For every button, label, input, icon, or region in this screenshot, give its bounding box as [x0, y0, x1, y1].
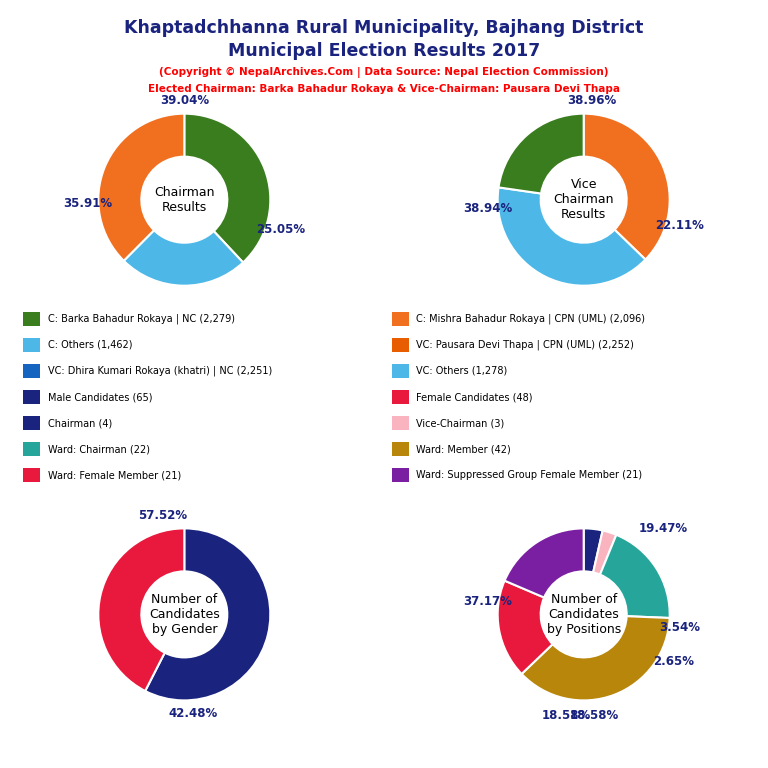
Wedge shape	[593, 531, 617, 574]
Text: (Copyright © NepalArchives.Com | Data Source: Nepal Election Commission): (Copyright © NepalArchives.Com | Data So…	[159, 67, 609, 78]
Text: 18.58%: 18.58%	[542, 710, 591, 723]
Text: VC: Pausara Devi Thapa | CPN (UML) (2,252): VC: Pausara Devi Thapa | CPN (UML) (2,25…	[416, 339, 634, 350]
Wedge shape	[498, 581, 553, 674]
Text: 2.65%: 2.65%	[654, 655, 694, 668]
Text: 22.11%: 22.11%	[656, 219, 704, 232]
Text: Male Candidates (65): Male Candidates (65)	[48, 392, 152, 402]
Wedge shape	[145, 528, 270, 700]
Text: Khaptadchhanna Rural Municipality, Bajhang District: Khaptadchhanna Rural Municipality, Bajha…	[124, 19, 644, 37]
Wedge shape	[521, 616, 670, 700]
Text: C: Others (1,462): C: Others (1,462)	[48, 339, 132, 350]
Text: 19.47%: 19.47%	[638, 522, 687, 535]
Text: Chairman (4): Chairman (4)	[48, 418, 112, 429]
Text: Municipal Election Results 2017: Municipal Election Results 2017	[228, 42, 540, 60]
Text: Number of
Candidates
by Gender: Number of Candidates by Gender	[149, 593, 220, 636]
Wedge shape	[98, 528, 184, 691]
Text: 18.58%: 18.58%	[569, 710, 619, 723]
Text: Ward: Member (42): Ward: Member (42)	[416, 444, 511, 455]
Text: 37.17%: 37.17%	[463, 595, 511, 608]
Text: VC: Others (1,278): VC: Others (1,278)	[416, 366, 508, 376]
Text: 57.52%: 57.52%	[138, 509, 187, 522]
Text: 42.48%: 42.48%	[168, 707, 217, 720]
Wedge shape	[124, 230, 243, 286]
Text: C: Barka Bahadur Rokaya | NC (2,279): C: Barka Bahadur Rokaya | NC (2,279)	[48, 313, 234, 324]
Text: Elected Chairman: Barka Bahadur Rokaya & Vice-Chairman: Pausara Devi Thapa: Elected Chairman: Barka Bahadur Rokaya &…	[148, 84, 620, 94]
Text: 38.96%: 38.96%	[568, 94, 617, 108]
Text: 35.91%: 35.91%	[64, 197, 113, 210]
Text: 25.05%: 25.05%	[256, 223, 305, 237]
Text: 39.04%: 39.04%	[160, 94, 209, 108]
Wedge shape	[505, 528, 584, 598]
Wedge shape	[498, 114, 584, 194]
Text: Vice
Chairman
Results: Vice Chairman Results	[554, 178, 614, 221]
Text: Number of
Candidates
by Positions: Number of Candidates by Positions	[547, 593, 621, 636]
Text: Vice-Chairman (3): Vice-Chairman (3)	[416, 418, 505, 429]
Text: Female Candidates (48): Female Candidates (48)	[416, 392, 533, 402]
Wedge shape	[584, 528, 603, 572]
Text: VC: Dhira Kumari Rokaya (khatri) | NC (2,251): VC: Dhira Kumari Rokaya (khatri) | NC (2…	[48, 366, 272, 376]
Text: Ward: Chairman (22): Ward: Chairman (22)	[48, 444, 150, 455]
Text: Ward: Female Member (21): Ward: Female Member (21)	[48, 470, 181, 481]
Text: C: Mishra Bahadur Rokaya | CPN (UML) (2,096): C: Mishra Bahadur Rokaya | CPN (UML) (2,…	[416, 313, 645, 324]
Wedge shape	[184, 114, 270, 263]
Wedge shape	[600, 535, 670, 618]
Text: Chairman
Results: Chairman Results	[154, 186, 214, 214]
Wedge shape	[498, 187, 645, 286]
Text: Ward: Suppressed Group Female Member (21): Ward: Suppressed Group Female Member (21…	[416, 470, 642, 481]
Text: 3.54%: 3.54%	[660, 621, 700, 634]
Wedge shape	[584, 114, 670, 260]
Text: 38.94%: 38.94%	[462, 202, 512, 215]
Wedge shape	[98, 114, 184, 261]
